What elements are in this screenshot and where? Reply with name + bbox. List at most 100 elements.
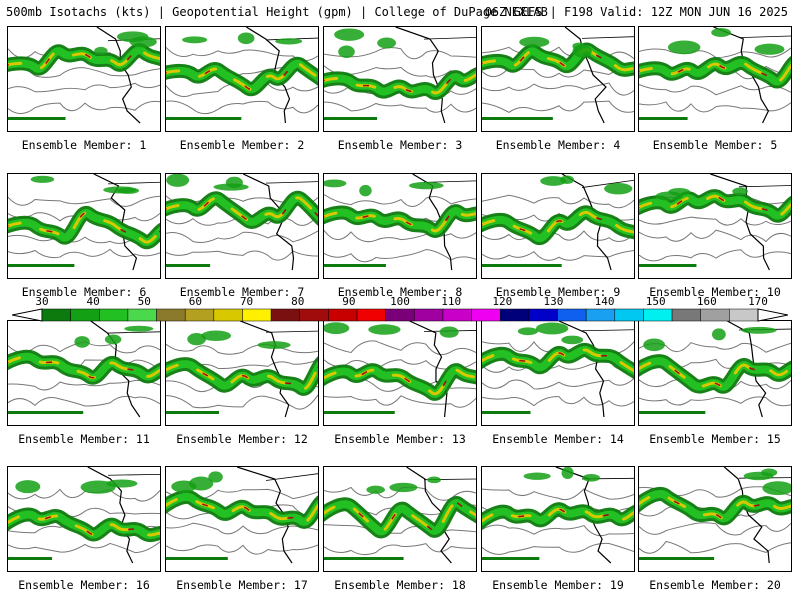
- ensemble-panel: [638, 320, 792, 426]
- colorbar-swatch: [356, 308, 386, 322]
- colorbar-swatch: [700, 308, 730, 322]
- isotach-colorbar: 30 40 50 60 70 80 90 100 110 120 130 140 150 160 170: [12, 296, 788, 322]
- panel-map: [8, 467, 160, 564]
- colorbar-swatch: [70, 308, 100, 322]
- ensemble-panel: [165, 173, 319, 279]
- colorbar-swatch: [557, 308, 587, 322]
- panel-map: [324, 27, 476, 124]
- panel-label: Ensemble Member: 8: [337, 285, 463, 299]
- panel-label: Ensemble Member: 1: [21, 138, 147, 152]
- panel-label: Ensemble Member: 2: [179, 138, 305, 152]
- panel-label: Ensemble Member: 19: [492, 578, 624, 592]
- panel-map: [166, 321, 318, 418]
- panel-map: [639, 321, 791, 418]
- panel-map: [639, 174, 791, 271]
- colorbar-scale: [12, 308, 788, 322]
- panel-label: Ensemble Member: 20: [649, 578, 781, 592]
- colorbar-swatch: [385, 308, 415, 322]
- colorbar-swatch: [614, 308, 644, 322]
- ensemble-panel: [638, 466, 792, 572]
- colorbar-swatch: [729, 308, 759, 322]
- colorbar-tick-label: 100: [390, 295, 410, 308]
- colorbar-swatch: [156, 308, 186, 322]
- panel-label: Ensemble Member: 16: [18, 578, 150, 592]
- colorbar-swatch: [442, 308, 472, 322]
- colorbar-tick-label: 40: [86, 295, 100, 308]
- colorbar-swatch: [184, 308, 215, 322]
- ensemble-panel: [165, 26, 319, 132]
- panel-map: [166, 174, 318, 271]
- panel-map: [482, 27, 634, 124]
- panel-label: Ensemble Member: 5: [652, 138, 778, 152]
- colorbar-tick-label: 170: [748, 295, 768, 308]
- panel-map: [639, 27, 791, 124]
- ensemble-panel: [7, 466, 161, 572]
- panel-map: [166, 27, 318, 124]
- colorbar-tick-label: 50: [137, 295, 151, 308]
- colorbar-swatch: [671, 308, 701, 322]
- panel-map: [324, 467, 476, 564]
- panel-label: Ensemble Member: 11: [18, 432, 150, 446]
- panel-map: [482, 467, 634, 564]
- header: 500mb Isotachs (kts) | Geopotential Heig…: [6, 2, 796, 22]
- colorbar-tick-label: 120: [492, 295, 513, 308]
- ensemble-panel: [7, 26, 161, 132]
- colorbar-tick-label: 30: [35, 295, 49, 308]
- colorbar-swatch: [414, 308, 444, 322]
- map-title: 500mb Isotachs (kts) | Geopotential Heig…: [6, 5, 548, 19]
- panel-map: [324, 321, 476, 418]
- colorbar-tick-label: 150: [645, 295, 666, 308]
- colorbar-swatch: [643, 308, 673, 322]
- panel-label: Ensemble Member: 3: [337, 138, 463, 152]
- panel-map: [482, 321, 634, 418]
- ensemble-panel: [323, 466, 477, 572]
- panel-map: [8, 321, 160, 418]
- ensemble-panel: [165, 466, 319, 572]
- colorbar-swatch: [471, 308, 501, 322]
- colorbar-swatch: [270, 308, 301, 322]
- panel-map: [8, 27, 160, 124]
- panel-label: Ensemble Member: 6: [21, 285, 147, 299]
- colorbar-swatch: [99, 308, 129, 322]
- panel-label: Ensemble Member: 18: [334, 578, 466, 592]
- colorbar-tick-label: 110: [441, 295, 462, 308]
- colorbar-swatch: [328, 308, 358, 322]
- panel-label: Ensemble Member: 4: [495, 138, 621, 152]
- ensemble-panel: [638, 173, 792, 279]
- colorbar-tick-label: 60: [188, 295, 203, 308]
- ensemble-panel: [638, 26, 792, 132]
- ensemble-panel: [481, 173, 635, 279]
- ensemble-panel: [7, 320, 161, 426]
- colorbar-tick-label: 90: [342, 295, 356, 308]
- ensemble-panel: [165, 320, 319, 426]
- panel-label: Ensemble Member: 15: [649, 432, 781, 446]
- colorbar-tick-label: 130: [543, 295, 564, 308]
- colorbar-swatch: [499, 308, 530, 322]
- colorbar-tick-label: 70: [239, 295, 254, 308]
- ensemble-panel: [323, 173, 477, 279]
- panel-label: Ensemble Member: 17: [176, 578, 308, 592]
- panel-label: Ensemble Member: 12: [176, 432, 308, 446]
- panel-label: Ensemble Member: 10: [649, 285, 781, 299]
- colorbar-swatch: [213, 308, 243, 322]
- panel-map: [639, 467, 791, 564]
- colorbar-swatch: [299, 308, 329, 322]
- colorbar-tick-label: 140: [594, 295, 615, 308]
- ensemble-panel: [481, 320, 635, 426]
- ensemble-panel: [7, 173, 161, 279]
- panel-label: Ensemble Member: 9: [495, 285, 621, 299]
- colorbar-swatch: [242, 308, 272, 322]
- panel-label: Ensemble Member: 13: [334, 432, 466, 446]
- panel-map: [166, 467, 318, 564]
- ensemble-panel: [323, 26, 477, 132]
- run-info: 06Z GEFS | F198 Valid: 12Z MON JUN 16 20…: [484, 5, 788, 19]
- colorbar-swatch: [41, 308, 71, 322]
- colorbar-swatch: [528, 308, 558, 322]
- colorbar-swatch: [127, 308, 157, 322]
- panel-label: Ensemble Member: 14: [492, 432, 624, 446]
- panel-map: [8, 174, 160, 271]
- ensemble-panel: [481, 26, 635, 132]
- colorbar-tick-label: 160: [696, 295, 717, 308]
- colorbar-tick-label: 80: [291, 295, 305, 308]
- colorbar-swatch: [585, 308, 616, 322]
